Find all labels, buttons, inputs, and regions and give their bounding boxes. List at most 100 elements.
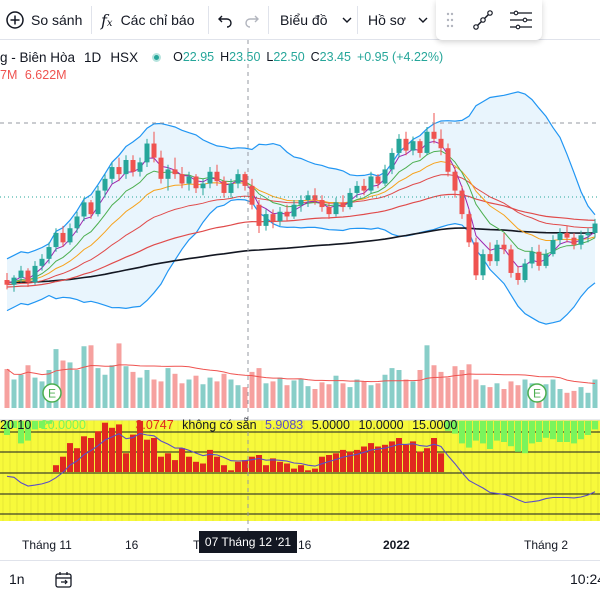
profile-dropdown[interactable]: Hồ sơ [368,0,429,40]
oscillator-bar [403,444,409,472]
oscillator-bar [158,456,164,472]
clock[interactable]: 10:24 [570,571,600,587]
candle-body [340,202,346,208]
compare-label: So sánh [31,12,83,28]
oscillator-bar [172,460,178,472]
volume-bar [550,379,556,408]
undo-button[interactable] [217,0,233,40]
candle-body [151,143,157,158]
chart-type-label: Biểu đồ [280,12,328,28]
candle-body [347,192,353,208]
volume-bar [396,370,402,408]
chart-type-dropdown[interactable]: Biểu đồ [280,0,353,40]
candle-body [291,204,297,217]
oscillator-bar [221,465,227,472]
volume-bar [123,366,129,408]
candle-body [487,254,493,262]
candle-body [417,141,423,153]
oscillator-bar [501,421,507,442]
oscillator-bar [186,456,192,472]
object-tree-button[interactable] [508,0,534,40]
volume-bar [67,362,73,408]
oscillator-bar [137,421,143,472]
volume-bar [487,387,493,408]
oscillator-bar [256,455,262,472]
candle-body [256,204,262,226]
drag-handle[interactable] [445,0,455,40]
oscillator-bar [228,470,234,472]
candle-body [235,174,241,184]
indicator-value-4: 5.9083 [265,418,304,432]
candle-body [228,183,234,193]
candle-body [277,211,283,222]
oscillator-bar [424,448,430,472]
candle-body [74,216,80,229]
redo-button[interactable] [244,0,260,40]
candle-body [361,185,367,191]
date-range-button[interactable] [54,570,74,595]
ohlc-high: H23.50 [220,50,261,64]
volume-bar [305,386,311,408]
oscillator-bar [473,421,479,441]
candle-body [445,148,451,172]
volume-bar [95,368,101,408]
redo-icon [245,15,259,28]
volume-bar [389,368,395,408]
volume-bar [165,368,171,408]
volume-bar [522,379,528,408]
volume-bar [74,370,80,408]
symbol-name[interactable]: g - Biên Hòa [0,49,76,65]
indicator-value-5: 5.0000 [311,418,350,432]
volume-bar [158,381,164,408]
oscillator-bar [333,453,339,472]
candle-body [270,214,276,222]
volume-bar [88,345,94,408]
candle-body [389,152,395,170]
indicator-legend: 20 10 20.0000 3.0747 không có sẵn 5.9083… [0,418,457,432]
toolbar-divider [268,6,269,34]
oscillator-bar [151,438,157,472]
candle-body [158,157,164,179]
volume-bar [284,385,290,408]
compare-button[interactable]: So sánh [4,0,82,40]
volume-bar [417,370,423,408]
candle-body [522,263,528,280]
oscillator-bar [123,453,129,472]
volume-bar [102,374,108,408]
oscillator-bar [74,448,80,472]
candle-body [88,202,94,215]
indicators-button[interactable]: fx Các chỉ báo [101,0,195,40]
earnings-marker: E [527,383,547,403]
lines-menu-icon [510,10,532,30]
oscillator-bar [312,468,318,472]
time-tick: Tháng 11 [22,538,72,552]
oscillator-bar [207,449,213,472]
candle-body [144,143,150,163]
volume-bar [32,377,38,408]
candle-body [326,207,332,215]
oscillator-bar [4,421,10,435]
oscillator-bar [480,421,486,444]
ma-long-line [6,227,596,284]
candle-body [501,244,507,250]
function-icon: fx [101,10,113,30]
volume-bar [515,385,521,408]
bottom-toolbar: 1n 10:24 [0,560,600,600]
trendline-tool-button[interactable] [472,0,494,40]
interval-button[interactable]: 1n [9,571,25,587]
drawing-toolbar [436,0,542,40]
toolbar-divider [208,6,209,34]
volume-bar [207,377,213,408]
oscillator-bar [39,421,45,428]
time-axis[interactable]: Tháng 11 16 T 16 2022 Tháng 2 [0,533,600,555]
volume-bar [11,379,17,408]
volume-bar [347,387,353,408]
candle-body [354,185,360,193]
time-tick: 2022 [383,538,410,552]
candle-body [102,178,108,191]
undo-icon [218,15,232,28]
volume-bar [319,382,325,408]
candle-body [67,228,73,243]
